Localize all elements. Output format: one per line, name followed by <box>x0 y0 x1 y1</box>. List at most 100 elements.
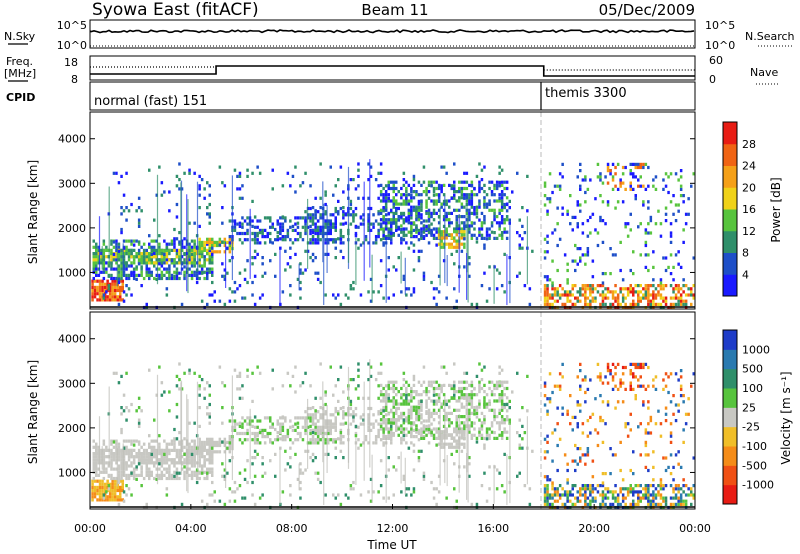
power-cell <box>301 225 305 229</box>
power-cell <box>392 211 395 215</box>
power-cell <box>672 212 675 216</box>
power-cell <box>601 181 605 185</box>
power-cell <box>591 259 595 263</box>
power-cell <box>672 265 675 269</box>
power-cell <box>500 215 504 219</box>
velocity-cell <box>503 430 506 434</box>
velocity-cell <box>445 427 448 431</box>
power-cell <box>274 238 277 242</box>
velocity-cell <box>119 495 122 499</box>
power-cell <box>677 284 680 288</box>
power-cell <box>417 211 421 215</box>
power-cell <box>561 293 564 297</box>
velocity-cell <box>392 465 395 469</box>
power-cell <box>148 242 151 246</box>
power-cell <box>314 256 317 260</box>
power-cell <box>304 210 307 214</box>
power-cell <box>682 200 685 204</box>
velocity-cell <box>405 433 408 437</box>
velocity-cell <box>410 411 413 415</box>
power-cell <box>644 243 648 248</box>
velocity-cell <box>662 496 665 500</box>
power-cell <box>505 209 509 213</box>
power-cell <box>137 255 141 259</box>
velocity-cell <box>455 427 458 431</box>
velocity-cell <box>200 455 204 459</box>
power-cell <box>213 240 216 244</box>
power-cell <box>188 252 191 256</box>
velocity-cell <box>200 499 204 503</box>
velocity-cell <box>352 415 355 419</box>
velocity-cell <box>425 410 428 414</box>
power-cell <box>390 235 393 239</box>
power-streak <box>186 194 188 292</box>
power-cell <box>206 206 209 210</box>
power-cell <box>503 186 506 191</box>
power-cell <box>626 287 630 291</box>
velocity-cell <box>195 474 199 478</box>
power-cell <box>324 231 327 236</box>
velocity-cell <box>427 380 431 384</box>
power-cell <box>664 299 668 303</box>
power-cell <box>629 268 632 273</box>
velocity-cell <box>357 384 360 388</box>
power-cell <box>516 274 519 278</box>
power-cell <box>384 184 388 188</box>
power-cell <box>344 212 348 216</box>
power-cell <box>445 211 448 215</box>
velocity-cell <box>495 386 499 391</box>
velocity-cell <box>102 452 106 456</box>
velocity-cell <box>553 490 557 494</box>
power-cell <box>586 284 590 288</box>
velocity-cell <box>417 402 421 406</box>
power-cell <box>203 276 206 281</box>
power-cell <box>256 234 259 238</box>
power-cell <box>407 215 411 219</box>
power-cell <box>445 202 448 207</box>
power-cell <box>455 227 458 231</box>
power-cell <box>291 174 295 178</box>
velocity-cell <box>158 473 161 477</box>
velocity-cell <box>382 396 385 400</box>
power-cell <box>475 302 479 306</box>
power-cell <box>198 276 201 281</box>
power-cell <box>374 238 378 242</box>
power-cell <box>158 252 161 256</box>
power-cell <box>682 228 685 232</box>
power-cell <box>93 288 97 293</box>
velocity-cell <box>286 435 290 439</box>
velocity-cell <box>649 484 653 488</box>
power-cell <box>206 248 209 252</box>
power-cell <box>397 256 400 260</box>
power-cell <box>450 186 453 191</box>
velocity-cell <box>299 496 302 500</box>
power-cell <box>450 242 453 246</box>
velocity-cell <box>382 386 385 391</box>
power-cell <box>362 196 365 200</box>
velocity-cell <box>483 418 486 422</box>
velocity-cell <box>508 399 511 403</box>
power-cell <box>369 165 373 169</box>
velocity-cell <box>377 428 380 432</box>
velocity-cell <box>246 416 249 420</box>
velocity-cell <box>316 438 320 442</box>
velocity-cell <box>198 387 201 391</box>
velocity-cell <box>374 435 378 439</box>
velocity-cell <box>614 490 617 494</box>
power-cell <box>422 228 426 232</box>
power-cell <box>266 235 269 239</box>
velocity-cell <box>569 493 572 497</box>
power-cell <box>395 180 398 184</box>
power-cell <box>440 165 443 169</box>
power-cell <box>374 219 378 223</box>
power-cell <box>387 221 390 225</box>
power-cell <box>493 211 496 215</box>
velocity-cell <box>379 438 383 442</box>
velocity-cell <box>309 384 312 388</box>
power-cell <box>137 240 141 244</box>
velocity-cell <box>437 399 441 403</box>
power-cell <box>117 270 121 274</box>
power-streak <box>187 199 189 294</box>
velocity-cell <box>135 473 138 477</box>
velocity-cell <box>516 474 519 478</box>
